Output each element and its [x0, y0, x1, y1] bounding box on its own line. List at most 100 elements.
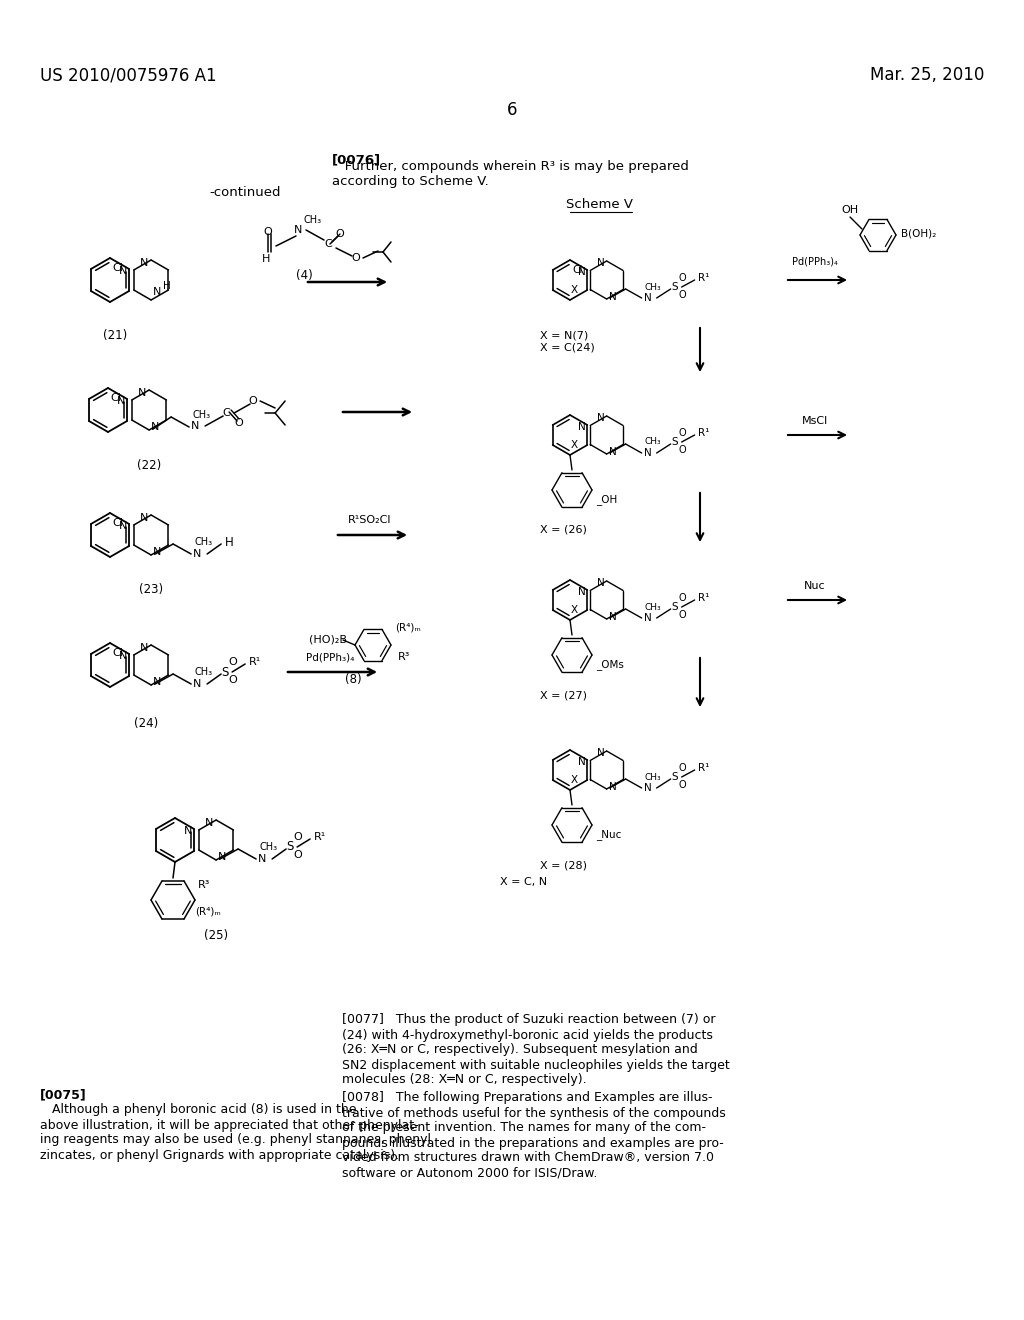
Text: _OMs: _OMs — [596, 660, 624, 671]
Text: S: S — [672, 602, 678, 612]
Text: N: N — [139, 513, 148, 523]
Text: SN2 displacement with suitable nucleophiles yields the target: SN2 displacement with suitable nucleophi… — [342, 1059, 730, 1072]
Text: B(OH)₂: B(OH)₂ — [901, 228, 936, 238]
Text: S: S — [672, 282, 678, 292]
Text: N: N — [194, 549, 202, 558]
Text: S: S — [672, 437, 678, 447]
Text: ing reagents may also be used (e.g. phenyl stannanes, phenyl: ing reagents may also be used (e.g. phen… — [40, 1134, 431, 1147]
Text: -continued: -continued — [209, 186, 281, 199]
Text: (26: X═N or C, respectively). Subsequent mesylation and: (26: X═N or C, respectively). Subsequent… — [342, 1044, 697, 1056]
Text: Pd(PPh₃)₄: Pd(PPh₃)₄ — [792, 257, 838, 267]
Text: (8): (8) — [345, 673, 361, 686]
Text: N: N — [205, 818, 213, 828]
Text: N: N — [119, 267, 127, 276]
Text: N: N — [644, 447, 651, 458]
Text: (24): (24) — [134, 717, 159, 730]
Text: (24) with 4-hydroxymethyl-boronic acid yields the products: (24) with 4-hydroxymethyl-boronic acid y… — [342, 1028, 713, 1041]
Text: [0076]: [0076] — [332, 153, 381, 166]
Text: CH₃: CH₃ — [194, 537, 212, 546]
Text: N: N — [597, 748, 604, 758]
Text: N: N — [608, 292, 616, 302]
Text: R¹: R¹ — [249, 657, 261, 667]
Text: O: O — [263, 227, 272, 238]
Text: N: N — [608, 447, 616, 457]
Text: C: C — [222, 408, 230, 418]
Text: S: S — [221, 665, 228, 678]
Text: CH₃: CH₃ — [259, 842, 278, 851]
Text: N: N — [139, 643, 148, 653]
Text: trative of methods useful for the synthesis of the compounds: trative of methods useful for the synthe… — [342, 1106, 726, 1119]
Text: R¹: R¹ — [697, 273, 709, 282]
Text: N: N — [644, 612, 651, 623]
Text: N: N — [138, 388, 146, 399]
Text: O: O — [679, 273, 686, 282]
Text: R³: R³ — [398, 652, 411, 663]
Text: zincates, or phenyl Grignards with appropriate catalysis).: zincates, or phenyl Grignards with appro… — [40, 1148, 399, 1162]
Text: X: X — [570, 440, 578, 450]
Text: molecules (28: X═N or C, respectively).: molecules (28: X═N or C, respectively). — [342, 1073, 587, 1086]
Text: N: N — [608, 781, 616, 792]
Text: H: H — [163, 281, 171, 290]
Text: of the present invention. The names for many of the com-: of the present invention. The names for … — [342, 1122, 706, 1134]
Text: Mar. 25, 2010: Mar. 25, 2010 — [869, 66, 984, 84]
Text: (22): (22) — [137, 458, 161, 471]
Text: O: O — [228, 675, 238, 685]
Text: O: O — [336, 228, 344, 239]
Text: software or Autonom 2000 for ISIS/Draw.: software or Autonom 2000 for ISIS/Draw. — [342, 1167, 597, 1180]
Text: (4): (4) — [296, 269, 312, 282]
Text: R¹: R¹ — [697, 428, 709, 438]
Text: N: N — [117, 396, 125, 407]
Text: Cl: Cl — [112, 648, 123, 657]
Text: Scheme V: Scheme V — [566, 198, 634, 211]
Text: N: N — [191, 421, 200, 432]
Text: N: N — [294, 224, 302, 235]
Text: (25): (25) — [204, 928, 228, 941]
Text: H: H — [225, 536, 233, 549]
Text: O: O — [679, 593, 686, 603]
Text: (21): (21) — [102, 329, 127, 342]
Text: vided from structures drawn with ChemDraw®, version 7.0: vided from structures drawn with ChemDra… — [342, 1151, 714, 1164]
Text: [0078]   The following Preparations and Examples are illus-: [0078] The following Preparations and Ex… — [342, 1092, 713, 1105]
Text: CH₃: CH₃ — [644, 772, 660, 781]
Text: N: N — [578, 267, 586, 277]
Text: (R⁴)ₘ: (R⁴)ₘ — [195, 907, 221, 917]
Text: S: S — [287, 841, 294, 854]
Text: O: O — [228, 657, 238, 667]
Text: O: O — [679, 610, 686, 620]
Text: X = N(7): X = N(7) — [540, 330, 588, 341]
Text: 6: 6 — [507, 102, 517, 119]
Text: O: O — [679, 428, 686, 438]
Text: N: N — [644, 293, 651, 304]
Text: N: N — [152, 422, 160, 432]
Text: X = (27): X = (27) — [540, 690, 587, 700]
Text: X: X — [570, 605, 578, 615]
Text: N: N — [644, 783, 651, 793]
Text: N: N — [578, 756, 586, 767]
Text: CH₃: CH₃ — [194, 667, 212, 677]
Text: O: O — [679, 290, 686, 300]
Text: Cl: Cl — [572, 265, 583, 275]
Text: _Nuc: _Nuc — [596, 829, 622, 841]
Text: R¹: R¹ — [314, 832, 327, 842]
Text: O: O — [294, 832, 302, 842]
Text: N: N — [119, 521, 127, 531]
Text: CH₃: CH₃ — [644, 282, 660, 292]
Text: N: N — [154, 286, 162, 297]
Text: US 2010/0075976 A1: US 2010/0075976 A1 — [40, 66, 217, 84]
Text: R¹SO₂Cl: R¹SO₂Cl — [348, 515, 392, 525]
Text: Pd(PPh₃)₄: Pd(PPh₃)₄ — [306, 652, 354, 663]
Text: X: X — [570, 775, 578, 785]
Text: Nuc: Nuc — [804, 581, 825, 591]
Text: [0077]   Thus the product of Suzuki reaction between (7) or: [0077] Thus the product of Suzuki reacti… — [342, 1014, 716, 1027]
Text: N: N — [608, 612, 616, 622]
Text: N: N — [578, 587, 586, 597]
Text: (23): (23) — [139, 583, 163, 597]
Text: Cl: Cl — [112, 517, 123, 528]
Text: OH: OH — [842, 205, 858, 215]
Text: _OH: _OH — [596, 495, 617, 506]
Text: X = (28): X = (28) — [540, 861, 587, 870]
Text: O: O — [294, 850, 302, 861]
Text: S: S — [672, 772, 678, 781]
Text: N: N — [597, 413, 604, 422]
Text: CH₃: CH₃ — [193, 411, 210, 420]
